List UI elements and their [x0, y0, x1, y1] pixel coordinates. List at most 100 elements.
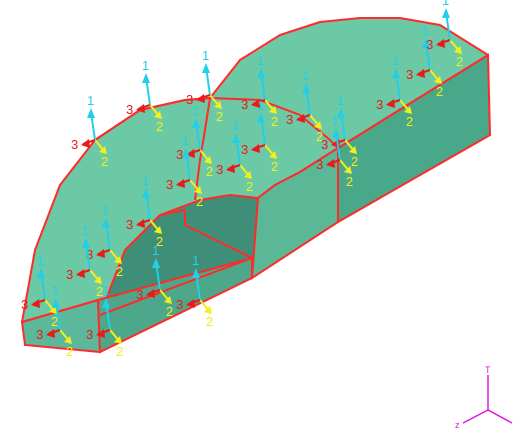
axis-1-label: 1	[332, 113, 339, 128]
section-line-3	[209, 97, 339, 149]
inner-edge-line	[184, 210, 253, 259]
axis-1-arrow	[232, 133, 240, 143]
axis-2-label: 2	[406, 114, 413, 129]
axis-3-label: 3	[241, 142, 248, 157]
axis-1-arrow	[152, 258, 160, 268]
axis-3-label: 3	[136, 287, 143, 302]
axis-3-arrow	[46, 329, 55, 338]
axis-1-label: 1	[37, 253, 44, 268]
axis-3-arrow	[326, 159, 335, 168]
axis-1-label: 1	[102, 283, 109, 298]
axis-3-label: 3	[176, 147, 183, 162]
marker-triad: 123	[86, 283, 123, 359]
axis-3-label: 3	[36, 327, 43, 342]
axis-3-label: 3	[186, 92, 193, 107]
axis-2-label: 2	[316, 129, 323, 144]
axis-1-arrow	[332, 128, 340, 138]
axis-1-label: 1	[257, 98, 264, 113]
marker-triad: 1 2 3	[126, 173, 163, 249]
marker-triad: 123	[426, 0, 463, 69]
axis-2-arrow	[204, 156, 212, 164]
axis-1-label: 1	[422, 23, 429, 38]
axis-2-label: 2	[156, 234, 163, 249]
axis-3-label: 3	[406, 67, 413, 82]
axis-1-arrow	[87, 108, 95, 118]
axis-1-label: 1	[202, 48, 209, 63]
axis-1-arrow	[257, 68, 265, 78]
axis-2-arrow	[434, 76, 442, 84]
axis-3-label: 3	[86, 327, 93, 342]
axis-3-label: 3	[126, 217, 133, 232]
axis-3-arrow	[136, 219, 145, 228]
axis-2-label: 2	[271, 159, 278, 174]
axis-1-arrow	[142, 73, 150, 83]
axis-3-arrow	[251, 144, 260, 153]
axis-2-arrow	[269, 106, 277, 114]
axis-3-arrow	[96, 329, 105, 338]
axis-1-label: 1	[232, 118, 239, 133]
marker-triad: 123	[66, 223, 103, 299]
axis-2-arrow	[164, 296, 172, 304]
axis-1-label: 1	[152, 243, 159, 258]
axis-1-label: 1	[302, 68, 309, 83]
axis-2-label: 2	[246, 179, 253, 194]
triad-label-left: z	[455, 420, 460, 430]
triad-axis-right	[487, 409, 513, 424]
axis-2-label: 2	[166, 304, 173, 319]
marker-triad: 1 2 3	[216, 118, 253, 194]
axis-3-arrow	[186, 299, 195, 308]
axis-2-label: 2	[456, 54, 463, 69]
axis-2-label: 2	[346, 174, 353, 189]
axis-1-label: 1	[142, 173, 149, 188]
axis-1-label: 1	[87, 93, 94, 108]
axis-2-label: 2	[156, 119, 163, 134]
axis-3-label: 3	[71, 137, 78, 152]
axis-2-arrow	[204, 306, 212, 314]
orientation-triad: T z	[455, 365, 513, 430]
axis-3-arrow	[96, 249, 105, 258]
axis-3-arrow	[136, 104, 145, 113]
axis-3-arrow	[196, 94, 205, 103]
axis-1-label: 1	[192, 103, 199, 118]
axis-1-arrow	[192, 118, 200, 128]
axis-1-arrow	[182, 148, 190, 158]
marker-triad: 1 2 3	[71, 93, 108, 169]
axis-2-label: 2	[196, 194, 203, 209]
triad-axis-left	[462, 409, 489, 424]
axis-2-arrow	[99, 146, 107, 154]
axis-1-arrow	[302, 83, 310, 93]
marker-triad: 123	[406, 23, 443, 99]
axis-1-label: 1	[102, 203, 109, 218]
axis-2-arrow	[244, 171, 252, 179]
axis-3-label: 3	[216, 162, 223, 177]
axis-1-arrow	[257, 113, 265, 123]
bottom-edge-line	[99, 257, 253, 316]
axis-3-arrow	[296, 114, 305, 123]
axis-2-label: 2	[116, 264, 123, 279]
axis-2-arrow	[64, 336, 72, 344]
axis-2-label: 2	[101, 154, 108, 169]
axis-2-label: 2	[351, 154, 358, 169]
marker-triad: 1 2 3	[136, 243, 173, 319]
axis-3-label: 3	[286, 112, 293, 127]
marker-triad: 123	[21, 253, 58, 329]
axis-2-arrow	[454, 46, 462, 54]
axis-2-arrow	[194, 186, 202, 194]
coordinate-markers: 1231231231231231231231231231231231231231…	[21, 0, 463, 359]
axis-1-label: 1	[337, 93, 344, 108]
axis-1-label: 1	[52, 283, 59, 298]
section-line-4	[159, 209, 186, 216]
axis-2-label: 2	[206, 164, 213, 179]
axis-1-arrow	[422, 38, 430, 48]
axis-1-arrow	[337, 108, 345, 118]
marker-triad: 123	[36, 283, 73, 359]
axis-2-arrow	[314, 121, 322, 129]
marker-triad: 1 2 3	[241, 98, 278, 174]
marker-triad: 1 2 3	[176, 103, 213, 179]
marker-triad: 1 2 3	[286, 68, 323, 144]
axis-3-label: 3	[86, 247, 93, 262]
marker-triad: 123	[316, 113, 353, 189]
triad-label-top: T	[485, 365, 491, 375]
